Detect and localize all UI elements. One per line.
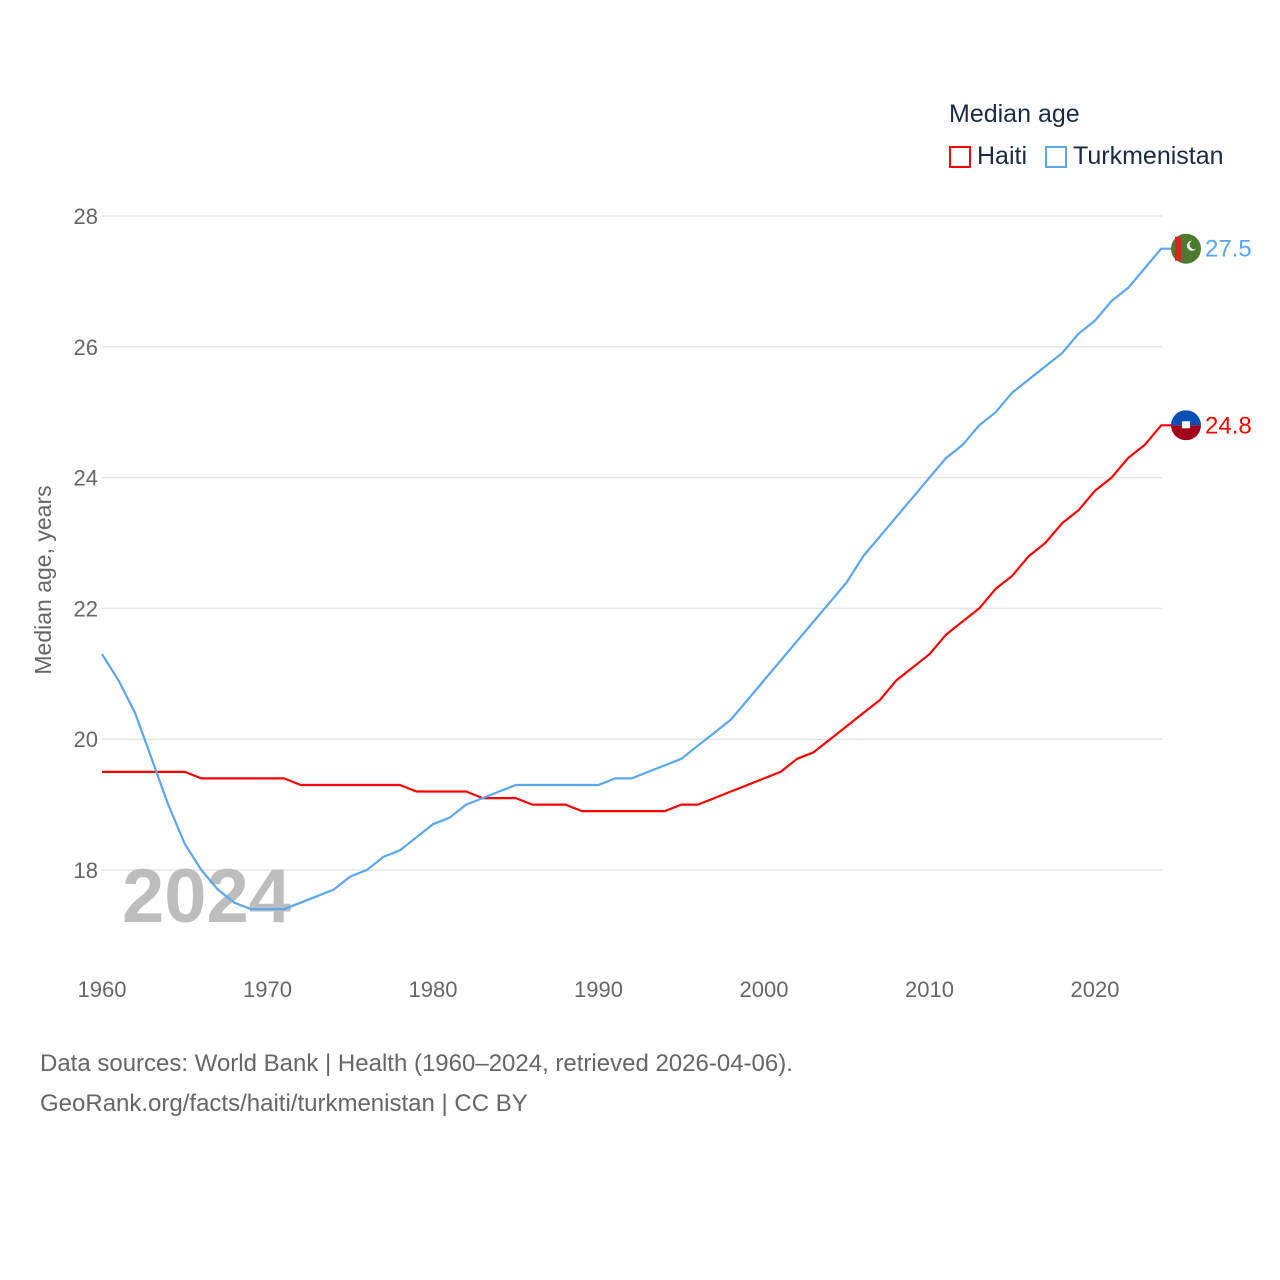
legend-swatch-turkmenistan [1045, 145, 1068, 168]
legend-swatch-haiti [949, 145, 971, 168]
x-tick-label: 2010 [905, 977, 954, 1002]
data-sources: Data sources: World Bank | Health (1960–… [40, 1050, 793, 1077]
x-tick-label: 2020 [1071, 977, 1120, 1002]
y-tick-label: 28 [74, 204, 98, 229]
attribution-link[interactable]: GeoRank.org/facts/haiti/turkmenistan | C… [40, 1090, 528, 1117]
x-tick-label: 1990 [574, 977, 623, 1002]
year-watermark: 2024 [122, 854, 291, 939]
footer: Data sources: World Bank | Health (1960–… [40, 1044, 793, 1124]
legend-title: Median age [949, 100, 1080, 128]
x-tick-label: 1960 [78, 977, 127, 1002]
legend: Haiti Turkmenistan [949, 142, 1224, 171]
end-value-label-turkmenistan: 27.5 [1205, 236, 1252, 263]
legend-label-haiti: Haiti [977, 142, 1028, 170]
x-tick-label: 1970 [243, 977, 292, 1002]
y-tick-label: 24 [74, 466, 98, 491]
y-tick-label: 20 [74, 727, 98, 752]
y-tick-label: 18 [74, 858, 98, 883]
y-axis-label: Median age, years [30, 485, 56, 674]
legend-item-haiti[interactable]: Haiti [949, 142, 1027, 171]
end-value-label-haiti: 24.8 [1205, 412, 1252, 439]
series-line-turkmenistan [101, 247, 1172, 911]
flag-icon-turkmenistan [1171, 233, 1201, 264]
flag-icon-haiti [1171, 410, 1201, 441]
x-tick-label: 2000 [740, 977, 789, 1002]
legend-item-turkmenistan[interactable]: Turkmenistan [1045, 142, 1224, 171]
y-tick-label: 22 [74, 596, 98, 621]
y-tick-label: 26 [74, 335, 98, 360]
legend-label-turkmenistan: Turkmenistan [1073, 142, 1224, 170]
x-tick-label: 1980 [409, 977, 458, 1002]
series-line-haiti [102, 424, 1172, 813]
